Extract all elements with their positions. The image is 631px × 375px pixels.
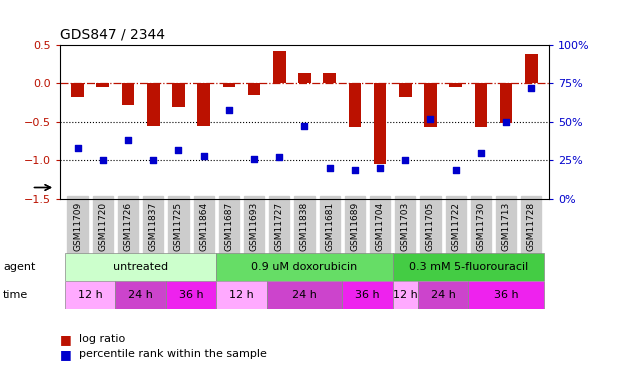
Bar (216, 253, 392, 281)
Bar (392, 253, 544, 281)
Bar (298, 74, 310, 84)
Point (375, 165, 385, 171)
Bar (216, 281, 267, 309)
Bar (525, 54, 538, 84)
Point (274, 154, 285, 160)
Bar (65, 253, 216, 281)
Point (300, 123, 310, 129)
Bar (223, 84, 235, 87)
Text: 0.9 uM doxorubicin: 0.9 uM doxorubicin (251, 262, 358, 272)
Point (174, 147, 184, 153)
Bar (418, 281, 468, 309)
Bar (475, 84, 487, 127)
Text: time: time (3, 290, 28, 300)
Bar (424, 84, 437, 127)
Point (148, 158, 158, 164)
Bar (65, 281, 115, 309)
Point (476, 150, 486, 156)
Bar (71, 84, 84, 97)
Point (249, 156, 259, 162)
Bar (97, 84, 109, 87)
Bar (172, 84, 185, 106)
Text: 12 h: 12 h (78, 290, 103, 300)
Text: ■: ■ (60, 333, 72, 346)
Bar (267, 281, 342, 309)
Bar (342, 281, 392, 309)
Text: 36 h: 36 h (179, 290, 203, 300)
Bar (115, 281, 166, 309)
Point (98, 158, 108, 164)
Point (425, 116, 435, 122)
Text: 12 h: 12 h (229, 290, 254, 300)
Bar (122, 84, 134, 105)
Point (224, 106, 234, 112)
Text: 36 h: 36 h (494, 290, 519, 300)
Text: 24 h: 24 h (292, 290, 317, 300)
Text: ■: ■ (60, 348, 72, 361)
Point (400, 158, 410, 164)
Text: GDS847 / 2344: GDS847 / 2344 (60, 27, 165, 41)
Bar (147, 84, 160, 126)
Bar (323, 74, 336, 84)
Point (199, 153, 209, 159)
Point (324, 165, 334, 171)
Bar (468, 281, 544, 309)
Text: 24 h: 24 h (431, 290, 456, 300)
Bar (198, 84, 210, 126)
Point (350, 166, 360, 172)
Text: 0.3 mM 5-fluorouracil: 0.3 mM 5-fluorouracil (409, 262, 528, 272)
Text: percentile rank within the sample: percentile rank within the sample (79, 350, 267, 359)
Bar (392, 281, 418, 309)
Text: 36 h: 36 h (355, 290, 380, 300)
Bar (166, 281, 216, 309)
Text: log ratio: log ratio (79, 334, 125, 344)
Bar (248, 84, 261, 95)
Bar (273, 51, 286, 84)
Text: untreated: untreated (113, 262, 168, 272)
Point (73, 145, 83, 151)
Point (501, 119, 511, 125)
Point (526, 85, 536, 91)
Point (123, 137, 133, 143)
Bar (348, 84, 361, 127)
Bar (449, 84, 462, 87)
Point (451, 166, 461, 172)
Bar (374, 84, 386, 164)
Bar (500, 84, 512, 123)
Text: 12 h: 12 h (393, 290, 418, 300)
Bar (399, 84, 411, 97)
Text: 24 h: 24 h (128, 290, 153, 300)
Text: agent: agent (3, 262, 35, 272)
